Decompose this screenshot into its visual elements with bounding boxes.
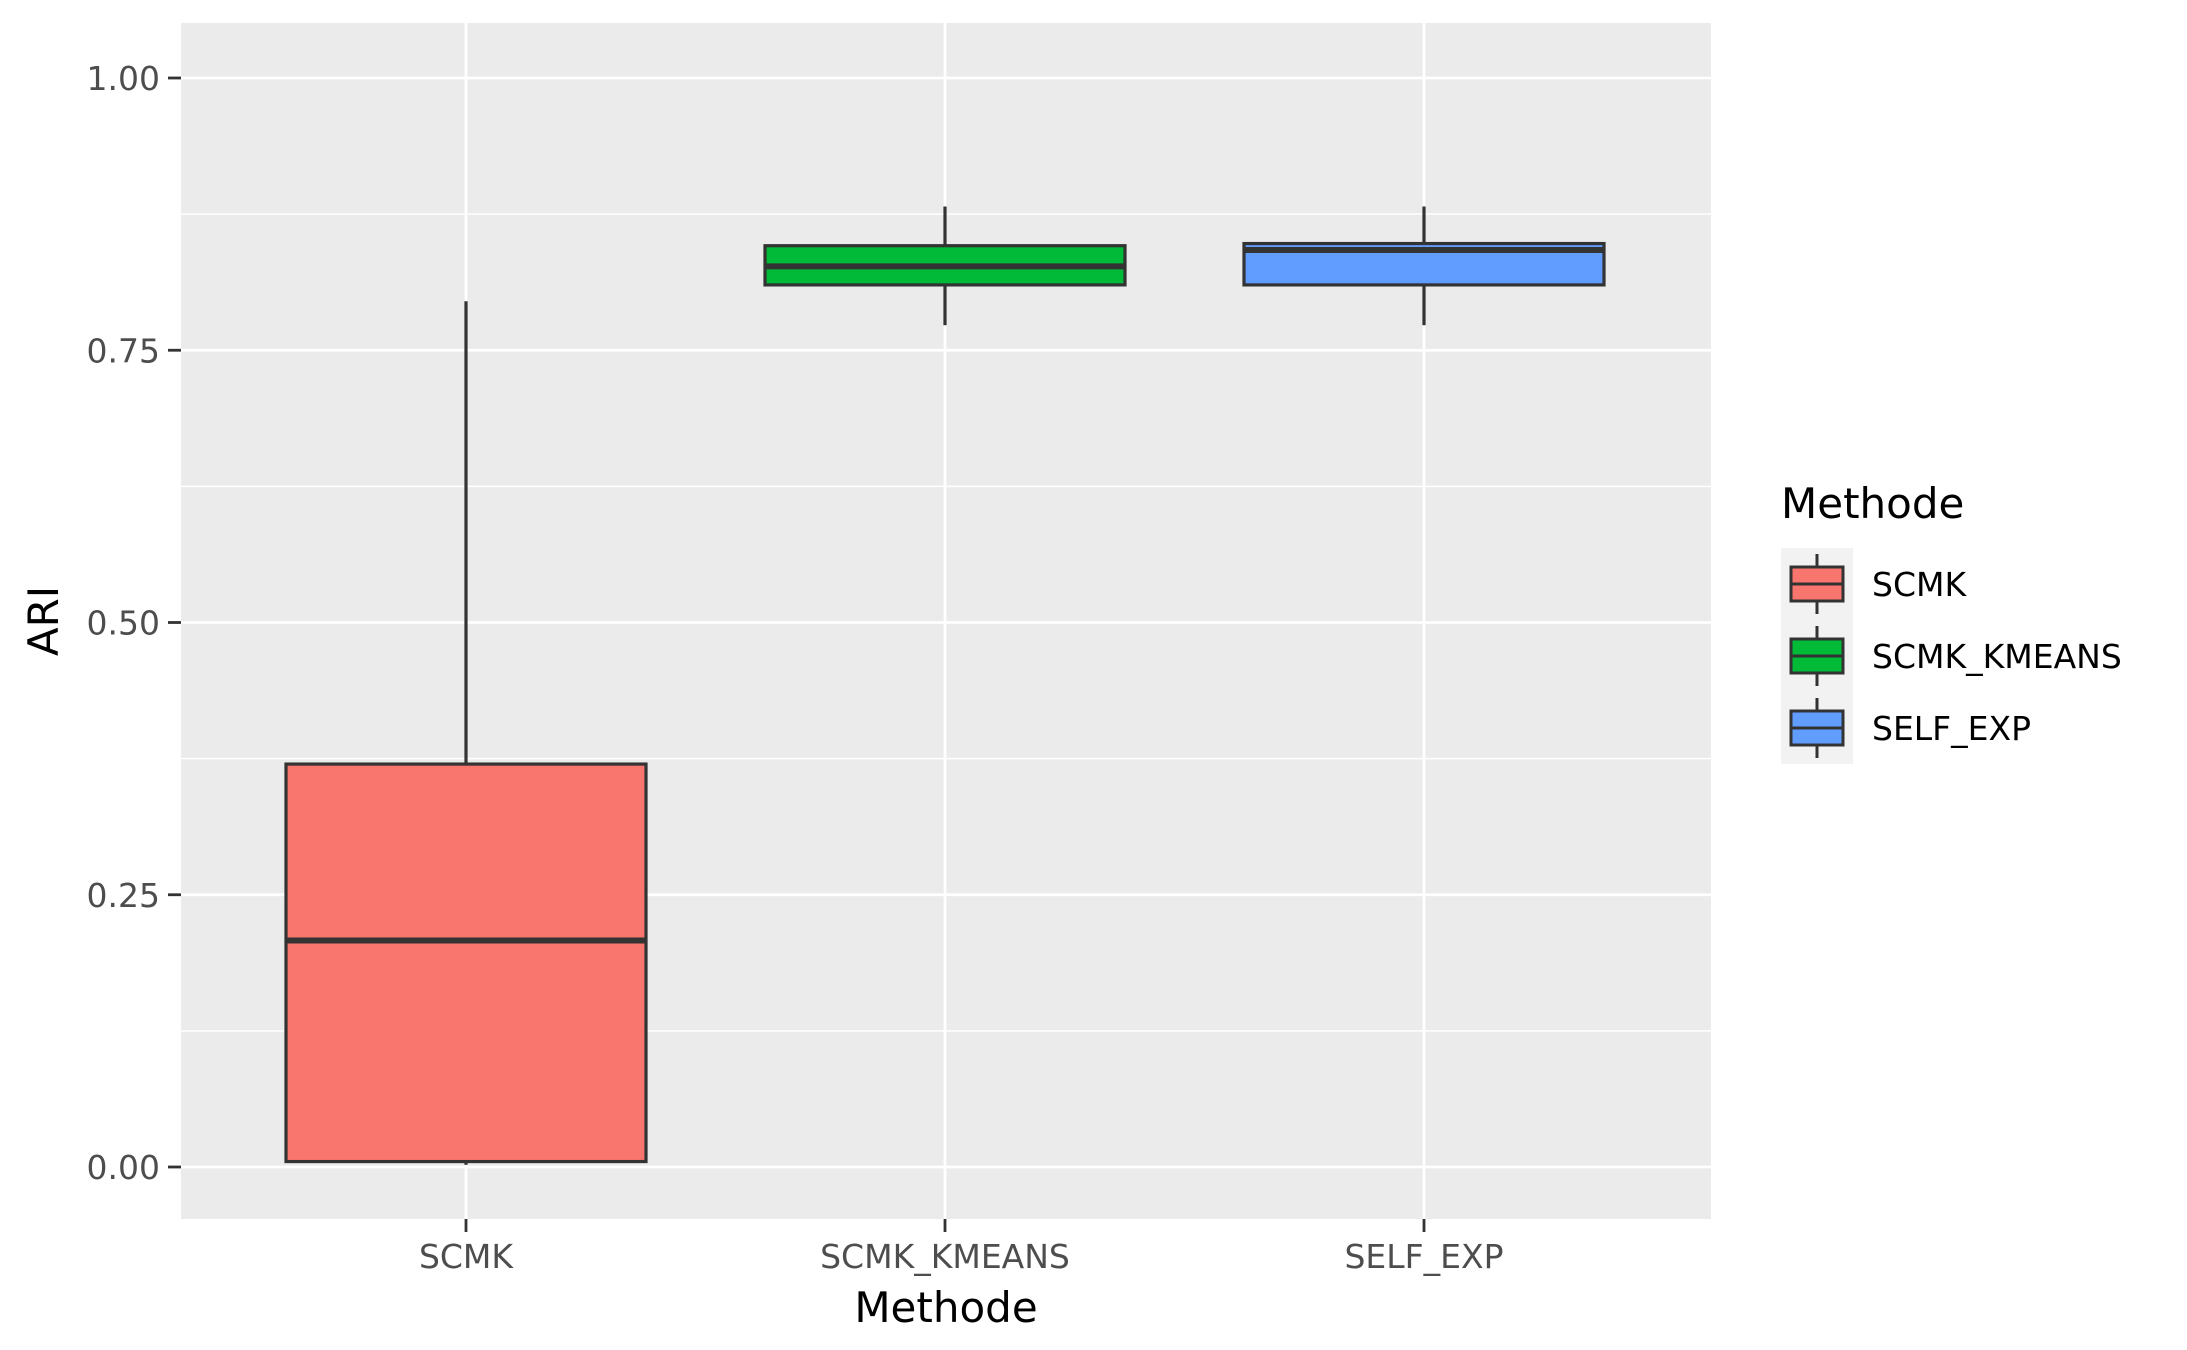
box bbox=[284, 762, 648, 1164]
y-tick-label: 1.00 bbox=[87, 59, 160, 98]
x-axis-title: Methode bbox=[854, 1283, 1037, 1332]
legend-label: SCMK bbox=[1872, 565, 1967, 604]
y-tick-label: 0.00 bbox=[87, 1148, 160, 1187]
y-tick-label: 0.75 bbox=[87, 331, 160, 370]
y-axis-title: ARI bbox=[19, 586, 68, 656]
legend-title: Methode bbox=[1781, 479, 1964, 528]
legend: Methode SCMK SCMK_KMEANS SELF_EXP bbox=[1781, 479, 2122, 764]
y-tick-label: 0.50 bbox=[87, 604, 160, 643]
x-tick-label: SCMK bbox=[419, 1237, 514, 1276]
legend-label: SELF_EXP bbox=[1872, 709, 2031, 748]
boxes bbox=[284, 206, 1606, 1165]
y-tick-label: 0.25 bbox=[87, 876, 160, 915]
x-tick-label: SCMK_KMEANS bbox=[820, 1237, 1070, 1276]
x-axis: SCMK SCMK_KMEANS SELF_EXP bbox=[419, 1219, 1504, 1276]
y-axis: 0.00 0.25 0.50 0.75 1.00 bbox=[87, 59, 181, 1187]
x-tick-label: SELF_EXP bbox=[1344, 1237, 1503, 1276]
legend-label: SCMK_KMEANS bbox=[1872, 637, 2122, 676]
